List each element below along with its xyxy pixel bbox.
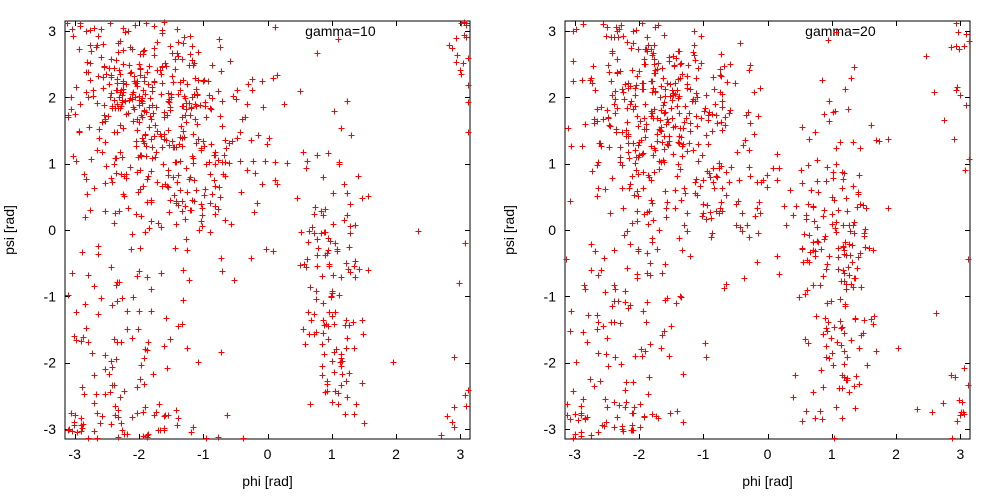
y-tick-label: 1	[548, 156, 556, 172]
y-tick-label: -1	[44, 288, 57, 304]
x-tick-label: 0	[264, 446, 272, 462]
x-tick-label: -1	[697, 446, 710, 462]
x-tick-label: 3	[956, 446, 964, 462]
key-label: gamma=20	[805, 23, 876, 39]
y-tick-label: 2	[548, 89, 556, 105]
x-tick-label: 1	[328, 446, 336, 462]
x-tick-label: -3	[568, 446, 581, 462]
x-tick-label: 0	[764, 446, 772, 462]
key-label: gamma=10	[305, 23, 376, 39]
x-axis-title: phi [rad]	[742, 473, 793, 489]
x-tick-label: -1	[197, 446, 210, 462]
y-axis-title: psi [rad]	[1, 205, 17, 255]
y-tick-label: 3	[548, 23, 556, 39]
y-axis-title: psi [rad]	[501, 205, 517, 255]
right-plot-panel: -3 -2 -1 0 1 2 3 -3 -2 -1 0 1 2 3 phi [rad] psi [rad] ga…	[500, 0, 1000, 500]
y-tick-label: 0	[48, 222, 56, 238]
x-tick-label: 2	[892, 446, 900, 462]
scatter-points	[64, 19, 472, 442]
y-tick-label: -2	[44, 355, 57, 371]
x-tick-label: -2	[133, 446, 146, 462]
y-tick-label: 2	[48, 89, 56, 105]
x-tick-label: -2	[633, 446, 646, 462]
y-tick-label: 0	[548, 222, 556, 238]
scatter-points	[563, 20, 973, 442]
y-tick-label: -1	[544, 288, 557, 304]
y-tick-label: -3	[44, 421, 57, 437]
y-tick-label: 1	[48, 156, 56, 172]
right-scatter-chart: -3 -2 -1 0 1 2 3 -3 -2 -1 0 1 2 3 phi [rad] psi [rad] ga…	[501, 20, 973, 489]
x-tick-label: -3	[68, 446, 81, 462]
x-tick-label: 1	[828, 446, 836, 462]
left-plot-panel: -3 -2 -1 0 1 2 3 -3 -2 -1 0 1 2 3 phi [rad] psi [rad] ga…	[1, 19, 472, 489]
y-tick-label: 3	[48, 23, 56, 39]
axis-ticks	[65, 21, 470, 439]
x-tick-label: 3	[456, 446, 464, 462]
left-scatter-chart: -3 -2 -1 0 1 2 3 -3 -2 -1 0 1 2 3 phi [rad] psi [rad] ga…	[1, 19, 472, 489]
y-tick-label: -3	[544, 421, 557, 437]
y-tick-label: -2	[544, 355, 557, 371]
x-axis-title: phi [rad]	[242, 473, 293, 489]
x-tick-label: 2	[392, 446, 400, 462]
